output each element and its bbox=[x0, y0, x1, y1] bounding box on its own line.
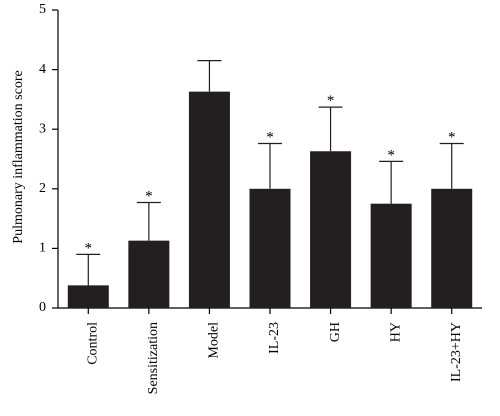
bar bbox=[310, 151, 352, 308]
x-tick-label: Model bbox=[207, 322, 222, 359]
y-tick-label: 0 bbox=[39, 300, 46, 315]
x-tick-label: GH bbox=[328, 322, 343, 342]
y-tick-label: 5 bbox=[39, 2, 46, 17]
x-tick-label: Control bbox=[86, 322, 101, 365]
significance-star: * bbox=[266, 130, 274, 146]
bar bbox=[370, 203, 412, 308]
x-tick-label: Sensitization bbox=[146, 322, 161, 394]
significance-star: * bbox=[327, 93, 335, 109]
bar bbox=[249, 188, 291, 308]
y-tick-label: 4 bbox=[39, 62, 46, 77]
bar bbox=[188, 91, 230, 308]
x-tick-label: IL-23+HY bbox=[449, 322, 464, 382]
bar bbox=[128, 240, 170, 308]
significance-star: * bbox=[448, 130, 456, 146]
y-axis-label: Pulmonary inflammation score bbox=[11, 70, 26, 243]
x-tick-label: HY bbox=[388, 322, 403, 342]
significance-star: * bbox=[145, 189, 153, 205]
x-tick-label: IL-23 bbox=[267, 322, 282, 354]
significance-star: * bbox=[85, 240, 93, 256]
significance-star: * bbox=[387, 147, 395, 163]
y-tick-label: 2 bbox=[39, 181, 46, 196]
y-tick-label: 1 bbox=[39, 241, 46, 256]
bar bbox=[431, 188, 473, 308]
y-tick-label: 3 bbox=[39, 121, 46, 136]
bar bbox=[67, 285, 109, 308]
